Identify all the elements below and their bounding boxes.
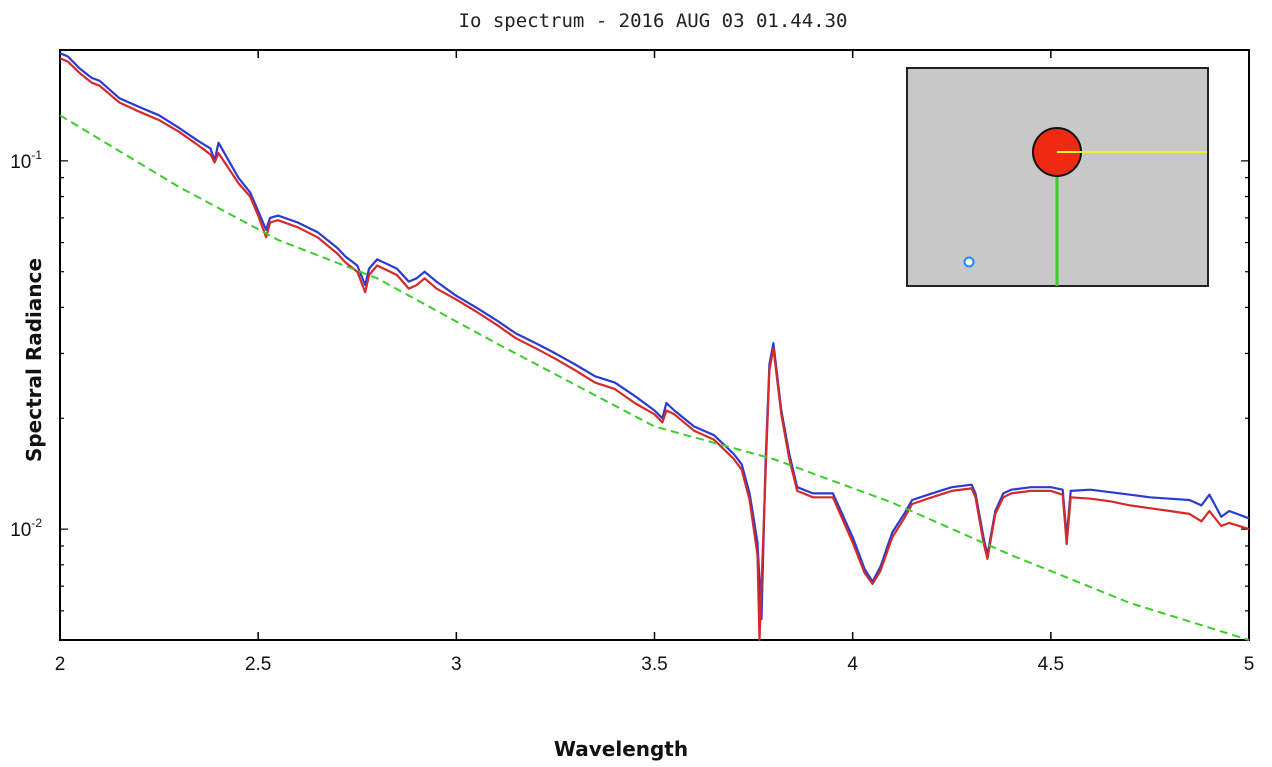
x-tick-label: 2 — [55, 654, 66, 675]
x-tick-label: 5 — [1244, 654, 1255, 675]
chart-title: Io spectrum - 2016 AUG 03 01.44.30 — [459, 10, 848, 32]
series-line-3 — [59, 114, 1250, 641]
x-tick-label: 2.5 — [245, 654, 271, 675]
x-tick-label: 3.5 — [641, 654, 667, 675]
x-axis-label: Wavelength — [554, 737, 688, 761]
y-tick-label: 10-2 — [10, 516, 42, 541]
series-line-2 — [59, 57, 1250, 642]
x-tick-label: 4 — [847, 654, 858, 675]
x-tick-label: 4.5 — [1038, 654, 1064, 675]
inset-view — [906, 67, 1209, 287]
y-axis-label: Spectral Radiance — [22, 258, 46, 462]
inset-small-dot — [963, 256, 975, 268]
series-line-1 — [59, 52, 1250, 621]
y-tick-label: 10-1 — [10, 148, 42, 173]
x-tick-label: 3 — [451, 654, 462, 675]
plot-area: 2 2.5 3 3.5 4 4.5 5 10-1 10-2 — [10, 49, 1255, 675]
